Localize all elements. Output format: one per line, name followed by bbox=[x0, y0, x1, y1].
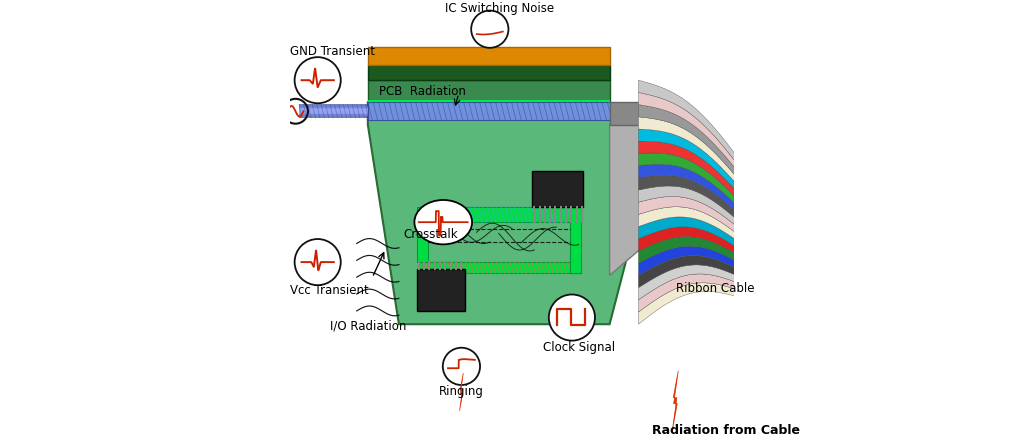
Circle shape bbox=[471, 11, 509, 48]
Polygon shape bbox=[638, 227, 742, 258]
Text: Clock Signal: Clock Signal bbox=[543, 341, 615, 354]
Polygon shape bbox=[531, 171, 583, 206]
Circle shape bbox=[295, 239, 341, 285]
Text: I/O Radiation: I/O Radiation bbox=[330, 320, 407, 333]
Polygon shape bbox=[368, 100, 609, 105]
Polygon shape bbox=[609, 125, 641, 275]
Polygon shape bbox=[460, 373, 463, 411]
Polygon shape bbox=[368, 65, 609, 80]
Polygon shape bbox=[368, 103, 609, 120]
Text: Ribbon Cable: Ribbon Cable bbox=[676, 282, 755, 295]
Text: Crosstalk: Crosstalk bbox=[403, 228, 458, 241]
Text: Vcc Transient: Vcc Transient bbox=[290, 285, 369, 297]
Polygon shape bbox=[638, 207, 742, 245]
Polygon shape bbox=[368, 103, 638, 324]
Text: Ringing: Ringing bbox=[439, 385, 484, 398]
Polygon shape bbox=[638, 283, 742, 324]
Circle shape bbox=[549, 294, 595, 341]
Polygon shape bbox=[638, 141, 742, 204]
Polygon shape bbox=[638, 246, 742, 275]
Polygon shape bbox=[638, 129, 742, 198]
Polygon shape bbox=[419, 262, 581, 273]
Polygon shape bbox=[638, 117, 742, 191]
Polygon shape bbox=[368, 80, 609, 103]
Polygon shape bbox=[638, 265, 742, 300]
Polygon shape bbox=[569, 206, 581, 273]
Polygon shape bbox=[419, 206, 581, 222]
Polygon shape bbox=[638, 153, 742, 211]
Polygon shape bbox=[638, 105, 742, 184]
Circle shape bbox=[295, 57, 341, 103]
Text: GND Transient: GND Transient bbox=[290, 45, 375, 58]
Text: Radiation from Cable: Radiation from Cable bbox=[651, 424, 800, 437]
Polygon shape bbox=[368, 47, 609, 65]
Text: PCB  Radiation: PCB Radiation bbox=[379, 85, 466, 98]
Polygon shape bbox=[638, 237, 742, 265]
Polygon shape bbox=[609, 103, 641, 125]
Polygon shape bbox=[638, 197, 742, 238]
Polygon shape bbox=[417, 269, 466, 311]
Polygon shape bbox=[673, 371, 678, 431]
Circle shape bbox=[442, 348, 480, 385]
Ellipse shape bbox=[415, 200, 472, 244]
Polygon shape bbox=[638, 92, 742, 178]
Polygon shape bbox=[417, 206, 428, 262]
Polygon shape bbox=[638, 256, 742, 288]
Polygon shape bbox=[638, 274, 742, 312]
Polygon shape bbox=[638, 175, 742, 225]
Text: IC Switching Noise: IC Switching Noise bbox=[445, 2, 555, 15]
Polygon shape bbox=[638, 186, 742, 231]
Polygon shape bbox=[638, 80, 742, 171]
Polygon shape bbox=[638, 164, 742, 218]
Polygon shape bbox=[638, 217, 742, 251]
